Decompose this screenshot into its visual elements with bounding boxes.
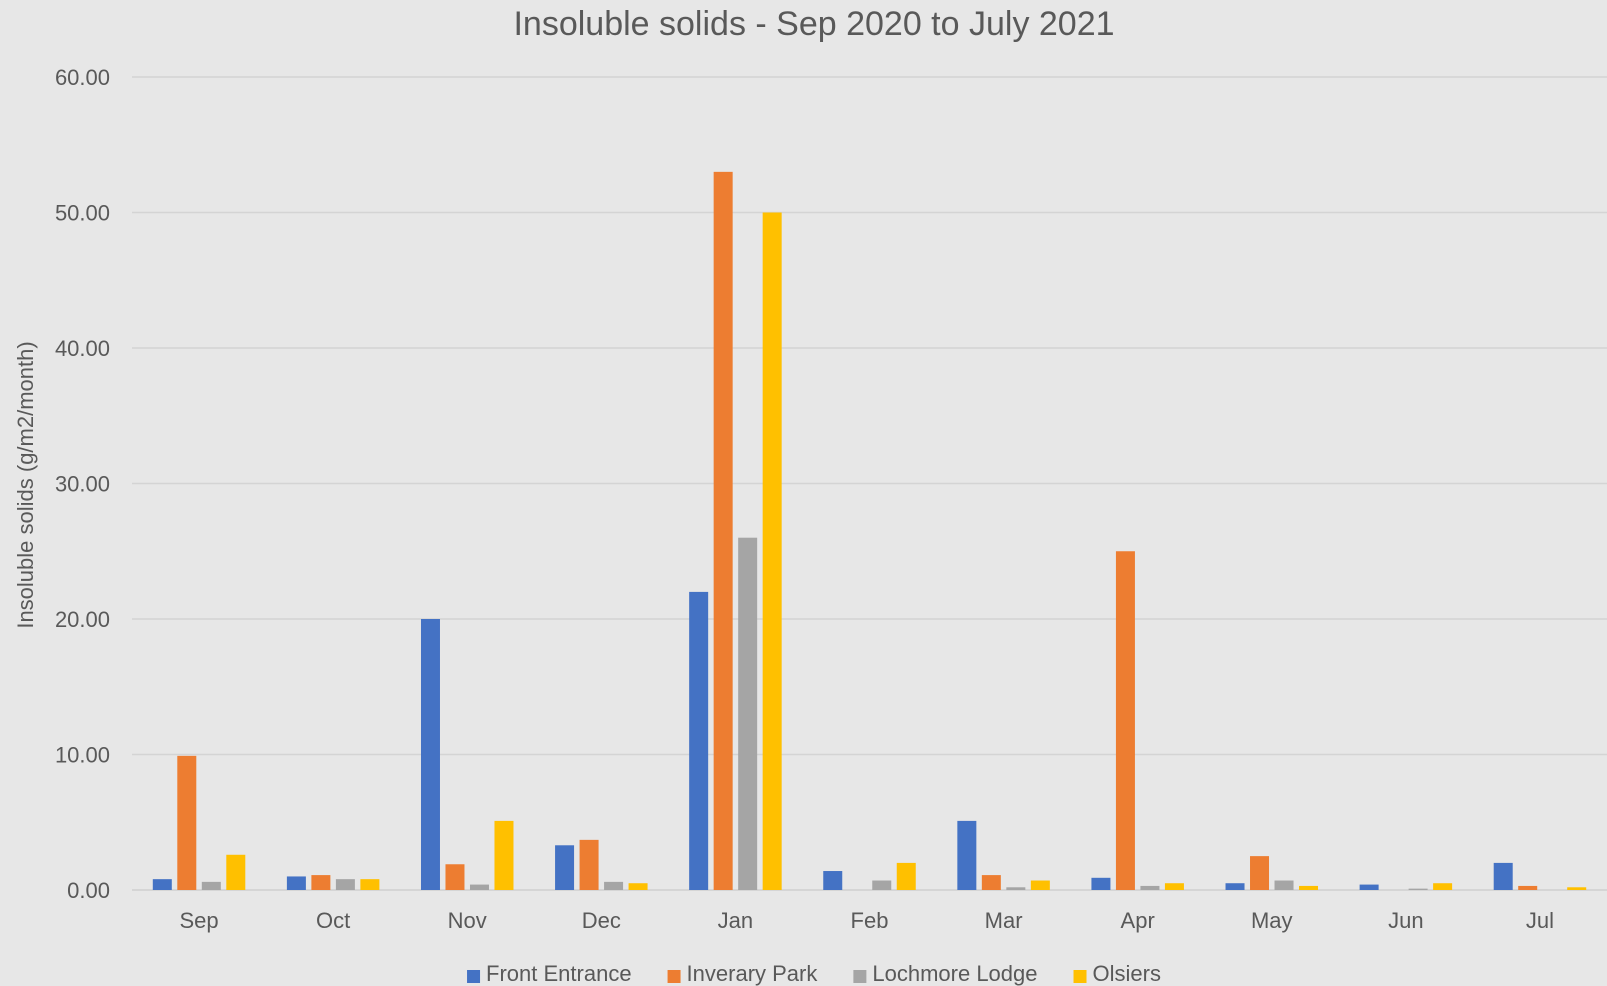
bar bbox=[1030, 880, 1050, 890]
bar bbox=[201, 881, 221, 890]
bar bbox=[286, 876, 306, 890]
bar bbox=[896, 862, 916, 890]
bar bbox=[152, 879, 172, 890]
x-tick-label: Oct bbox=[316, 908, 350, 933]
x-tick-label: Jun bbox=[1388, 908, 1423, 933]
bar bbox=[1408, 888, 1428, 890]
x-tick-label: Mar bbox=[985, 908, 1023, 933]
x-tick-label: Jul bbox=[1526, 908, 1554, 933]
bar bbox=[1299, 885, 1319, 890]
bar bbox=[1006, 887, 1026, 890]
x-tick-label: May bbox=[1251, 908, 1293, 933]
bar bbox=[555, 845, 575, 890]
bar bbox=[1115, 551, 1135, 890]
y-tick-label: 60.00 bbox=[55, 65, 110, 90]
bar bbox=[1567, 887, 1587, 890]
legend-item: Inverary Park bbox=[667, 961, 819, 986]
bar bbox=[445, 864, 465, 890]
bar bbox=[1140, 885, 1160, 890]
y-axis-title: Insoluble solids (g/m2/month) bbox=[13, 341, 38, 628]
bar bbox=[981, 875, 1001, 890]
bar bbox=[823, 871, 843, 890]
bar bbox=[579, 839, 599, 890]
bar bbox=[177, 755, 197, 890]
bar bbox=[1433, 883, 1453, 890]
legend-item: Olsiers bbox=[1073, 961, 1161, 986]
y-tick-label: 20.00 bbox=[55, 607, 110, 632]
bar bbox=[957, 820, 977, 890]
bars bbox=[152, 171, 1587, 891]
legend-label: Olsiers bbox=[1093, 961, 1161, 986]
bar bbox=[1091, 877, 1111, 890]
bar bbox=[1225, 883, 1245, 890]
legend-swatch bbox=[853, 970, 867, 983]
bar bbox=[1274, 880, 1294, 890]
bar bbox=[1250, 856, 1270, 890]
legend-swatch bbox=[1073, 970, 1087, 983]
bar bbox=[1164, 883, 1184, 890]
bar bbox=[604, 881, 624, 890]
legend-label: Lochmore Lodge bbox=[872, 961, 1037, 986]
bar bbox=[872, 880, 892, 890]
x-tick-label: Jan bbox=[718, 908, 753, 933]
bar bbox=[762, 212, 782, 890]
gridlines bbox=[132, 76, 1607, 891]
y-tick-labels: 0.00 10.00 20.00 30.00 40.00 50.00 60.00 bbox=[55, 65, 110, 903]
x-tick-label: Apr bbox=[1121, 908, 1155, 933]
x-tick-labels: Sep Oct Nov Dec Jan Feb Mar Apr May Jun Jul bbox=[179, 908, 1554, 933]
bar bbox=[420, 619, 440, 890]
x-tick-label: Feb bbox=[851, 908, 889, 933]
chart-title: Insoluble solids - Sep 2020 to July 2021 bbox=[513, 5, 1114, 43]
y-tick-label: 30.00 bbox=[55, 472, 110, 497]
bar bbox=[311, 875, 331, 890]
bar bbox=[360, 879, 380, 890]
legend-item: Front Entrance bbox=[467, 961, 632, 986]
legend-item: Lochmore Lodge bbox=[853, 961, 1038, 986]
x-tick-label: Sep bbox=[179, 908, 218, 933]
y-tick-label: 40.00 bbox=[55, 336, 110, 361]
bar bbox=[469, 884, 489, 890]
y-tick-label: 50.00 bbox=[55, 201, 110, 226]
x-tick-label: Dec bbox=[582, 908, 621, 933]
bar bbox=[1518, 885, 1538, 890]
bar bbox=[335, 879, 355, 890]
bar bbox=[494, 820, 514, 890]
bar bbox=[689, 591, 709, 890]
y-tick-label: 10.00 bbox=[55, 743, 110, 768]
legend-swatch bbox=[667, 970, 681, 983]
legend-swatch bbox=[467, 970, 481, 983]
legend-label: Front Entrance bbox=[486, 961, 632, 986]
bar bbox=[713, 171, 733, 891]
legend: Front Entrance Inverary Park Lochmore Lodg… bbox=[467, 961, 1161, 986]
bar bbox=[1493, 862, 1513, 890]
bar bbox=[1359, 884, 1379, 890]
y-tick-label: 0.00 bbox=[67, 878, 110, 903]
legend-label: Inverary Park bbox=[687, 961, 819, 986]
bar bbox=[738, 537, 758, 890]
bar bbox=[226, 854, 246, 890]
bar bbox=[628, 883, 648, 890]
x-tick-label: Nov bbox=[448, 908, 487, 933]
